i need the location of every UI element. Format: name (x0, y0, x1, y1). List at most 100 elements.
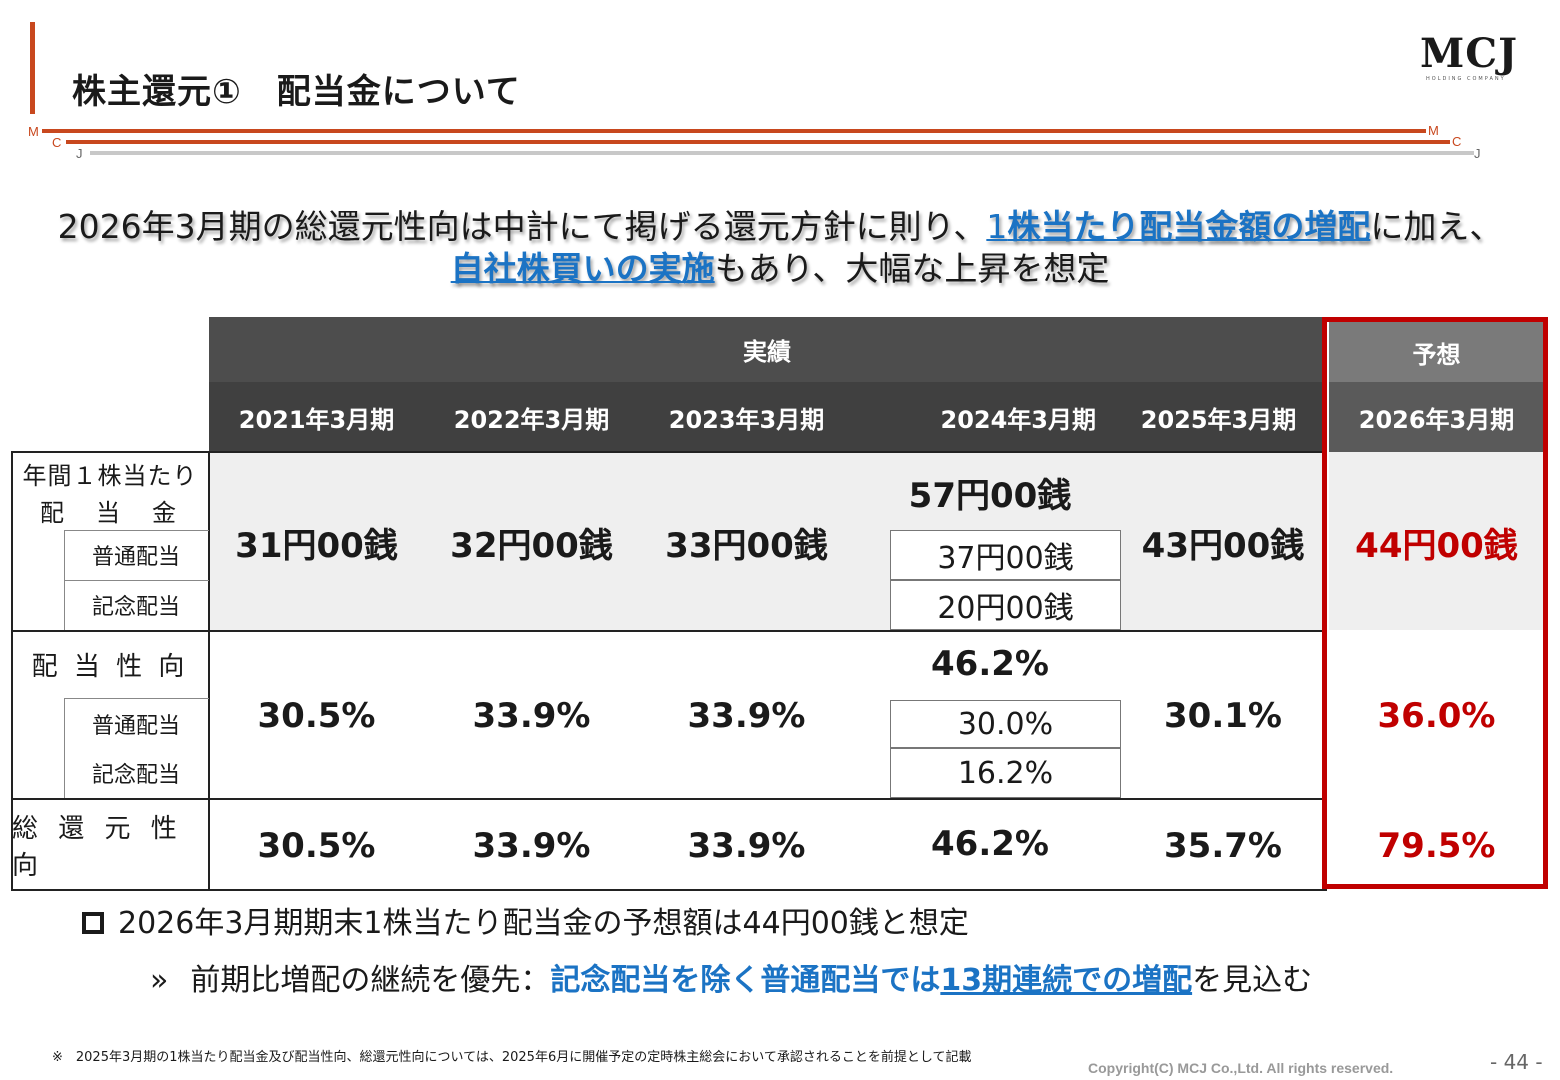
square-bullet-icon (82, 912, 104, 934)
header-actual: 実績 (209, 317, 1325, 382)
border-sub-payout (64, 698, 65, 798)
label-commemorative-text: 記念配当 (91, 595, 180, 620)
payout-2024-ordinary: 30.0% (890, 700, 1121, 748)
border-dividend-bottom (11, 630, 1327, 632)
dividend-2024-commemorative-value: 20円00銭 (937, 591, 1074, 626)
payout-2026-value: 36.0% (1377, 696, 1496, 736)
total-2022-value: 33.9% (472, 826, 591, 866)
label-dividend-text1: 年間１株当たり (22, 461, 198, 490)
period-2023-label: 2023年3月期 (668, 405, 825, 434)
total-2025: 35.7% (1121, 816, 1325, 876)
border-sub-dividend-top (64, 530, 209, 531)
period-2024: 2024年3月期 (854, 382, 1154, 452)
period-2026: 2026年3月期 (1329, 382, 1544, 452)
bullet-sub-underline: 13期連続での増配 (940, 963, 1193, 998)
dividend-2023: 33円00銭 (639, 512, 854, 572)
dividend-2021-value: 31円00銭 (235, 525, 398, 566)
border-payout-bottom (11, 798, 1327, 800)
payout-2024-ordinary-value: 30.0% (957, 706, 1054, 742)
dividend-2022-value: 32円00銭 (450, 525, 613, 566)
payout-2022: 33.9% (424, 686, 639, 746)
dividend-2024: 57円00銭 (885, 462, 1095, 522)
border-sub-dividend-mid (64, 580, 209, 581)
label-dividend-line2: 配 当 金 (12, 490, 208, 530)
headline-highlight-dividend: 株当たり配当金額の増配 (1007, 207, 1371, 246)
headline-highlight-num: 1 (986, 207, 1008, 246)
bullet-main: 2026年3月期期末1株当たり配当金の予想額は44円00銭と想定 (82, 898, 969, 942)
headline-line-1: 2026年3月期の総還元性向は中計にて掲げる還元方針に則り、1株当たり配当金額の… (0, 200, 1560, 248)
border-left (11, 451, 13, 891)
label-commemorative-dividend: 記念配当 (64, 580, 208, 630)
dividend-2026: 44円00銭 (1329, 512, 1544, 572)
period-2021-label: 2021年3月期 (238, 405, 395, 434)
total-2021-value: 30.5% (257, 826, 376, 866)
rule-letter-m-right: M (1428, 123, 1439, 138)
payout-2022-value: 33.9% (472, 696, 591, 736)
label-ordinary-text: 普通配当 (91, 545, 180, 570)
logo-text: MCJ (1420, 30, 1519, 77)
period-2025-label: 2025年3月期 (1140, 405, 1297, 434)
header-forecast-label: 予想 (1412, 340, 1461, 369)
total-2022: 33.9% (424, 816, 639, 876)
rule-letter-m-left: M (28, 124, 39, 139)
period-2024-label: 2024年3月期 (940, 405, 1097, 434)
rule-letter-c-left: C (52, 135, 62, 150)
payout-2024-commemorative-value: 16.2% (957, 755, 1054, 791)
rule-line-orange-1 (42, 129, 1426, 133)
page-number: - 44 - (1490, 1050, 1543, 1074)
total-2023: 33.9% (639, 816, 854, 876)
page-title: 株主還元① 配当金について (72, 72, 521, 112)
dividend-2024-ordinary-value: 37円00銭 (937, 541, 1074, 576)
payout-2025-value: 30.1% (1164, 696, 1282, 736)
payout-2024: 46.2% (885, 634, 1095, 694)
header-forecast: 予想 (1329, 322, 1544, 382)
dividend-2022: 32円00銭 (424, 512, 639, 572)
dividend-2026-value: 44円00銭 (1355, 525, 1518, 566)
bullet-main-text: 2026年3月期期末1株当たり配当金の予想額は44円00銭と想定 (118, 906, 969, 941)
label-payout-text: 配 当 性 向 (31, 651, 189, 682)
total-2023-value: 33.9% (687, 826, 806, 866)
payout-2025: 30.1% (1121, 686, 1325, 746)
period-2021: 2021年3月期 (209, 382, 424, 452)
total-2026: 79.5% (1329, 816, 1544, 876)
dividend-2024-commemorative: 20円00銭 (890, 580, 1121, 630)
total-2021: 30.5% (209, 816, 424, 876)
period-2023: 2023年3月期 (639, 382, 854, 452)
period-2025: 2025年3月期 (1112, 382, 1325, 452)
dividend-row-bg-forecast (1329, 452, 1544, 630)
payout-2023-value: 33.9% (687, 696, 806, 736)
headline-text-tail-2: もあり、大幅な上昇を想定 (714, 249, 1110, 288)
label-payout-commemorative: 記念配当 (64, 748, 208, 798)
rule-letter-j-right: J (1474, 146, 1481, 161)
label-total-return: 総 還 元 性 向 (12, 800, 208, 890)
rule-letter-c-right: C (1452, 134, 1462, 149)
rule-line-gray (90, 151, 1474, 155)
label-payout-ordinary-text: 普通配当 (91, 714, 180, 739)
rule-line-orange-2 (66, 140, 1450, 144)
copyright: Copyright(C) MCJ Co.,Ltd. All rights res… (1088, 1060, 1394, 1076)
label-payout-commemorative-text: 記念配当 (91, 763, 180, 788)
dividend-2024-value: 57円00銭 (908, 475, 1072, 516)
dividend-2025: 43円00銭 (1121, 512, 1325, 572)
forecast-highlight-box (1322, 317, 1548, 889)
border-sub-payout-top (64, 698, 209, 699)
dividend-2025-value: 43円00銭 (1141, 525, 1305, 566)
border-bottom (11, 889, 1327, 891)
headline-line-2: 自社株買いの実施もあり、大幅な上昇を想定 (0, 242, 1560, 290)
headline-highlight-buyback: 自社株買いの実施 (450, 249, 715, 288)
total-2025-value: 35.7% (1164, 826, 1282, 866)
dividend-row-bg (209, 452, 1325, 630)
bullet-sub: » 前期比増配の継続を優先：記念配当を除く普通配当では13期連続での増配を見込む (150, 955, 1312, 999)
title-accent-bar (30, 22, 35, 114)
label-dividend-text2: 配 当 金 (40, 498, 180, 527)
label-payout-ordinary: 普通配当 (64, 700, 208, 748)
dividend-2021: 31円00銭 (209, 512, 424, 572)
footnote: ※ 2025年3月期の1株当たり配当金及び配当性向、総還元性向については、202… (52, 1050, 972, 1065)
payout-2026: 36.0% (1329, 686, 1544, 746)
label-ordinary-dividend: 普通配当 (64, 530, 208, 580)
dividend-2024-ordinary: 37円00銭 (890, 530, 1121, 580)
total-2024: 46.2% (885, 814, 1095, 874)
period-2022: 2022年3月期 (424, 382, 639, 452)
label-total-return-text: 総 還 元 性 向 (12, 814, 183, 881)
payout-2024-commemorative: 16.2% (890, 748, 1121, 798)
